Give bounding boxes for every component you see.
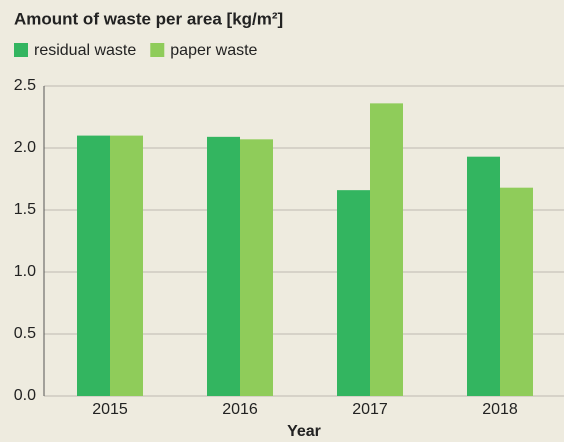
bar	[110, 135, 143, 396]
chart-title: Amount of waste per area [kg/m²]	[14, 9, 283, 28]
bar	[240, 139, 273, 396]
x-tick-label: 2016	[222, 401, 258, 418]
bar	[500, 187, 533, 396]
x-tick-label: 2015	[92, 401, 128, 418]
x-tick-label: 2017	[352, 401, 388, 418]
bar	[337, 190, 370, 396]
legend-label: paper waste	[170, 42, 257, 59]
bar	[467, 156, 500, 396]
x-axis-title: Year	[287, 423, 321, 440]
y-tick-label: 2.0	[14, 139, 36, 156]
y-tick-label: 2.5	[14, 77, 36, 94]
x-tick-label: 2018	[482, 401, 518, 418]
bar	[207, 136, 240, 396]
y-tick-label: 0.5	[14, 325, 36, 342]
legend-swatch	[150, 43, 165, 57]
y-tick-label: 1.5	[14, 201, 36, 218]
y-tick-label: 0.0	[14, 387, 36, 404]
bar	[370, 103, 403, 397]
y-tick-label: 1.0	[14, 263, 36, 280]
bar	[77, 135, 110, 396]
legend-label: residual waste	[34, 42, 136, 59]
legend-swatch	[14, 43, 28, 57]
